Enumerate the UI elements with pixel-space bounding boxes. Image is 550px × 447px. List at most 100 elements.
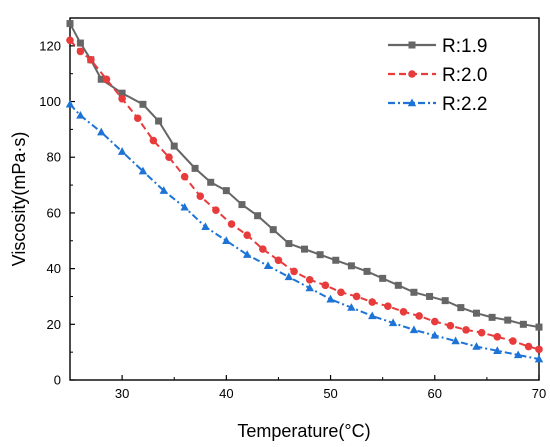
data-point: [446, 321, 455, 330]
data-point: [222, 187, 230, 195]
series-layer: [65, 20, 544, 363]
data-point: [118, 94, 126, 103]
data-point: [462, 326, 470, 334]
data-point: [65, 99, 75, 108]
data-point: [321, 281, 330, 290]
data-point: [441, 297, 449, 305]
y-tick-label: 0: [54, 373, 61, 388]
data-point: [155, 117, 163, 125]
data-point: [170, 142, 178, 150]
data-point: [513, 350, 523, 359]
data-point: [290, 267, 298, 276]
data-point: [326, 294, 335, 303]
legend-marker: [408, 70, 416, 78]
data-point: [410, 288, 418, 296]
data-point: [180, 172, 189, 181]
series-1: [66, 20, 543, 331]
data-point: [316, 251, 324, 259]
data-point: [493, 346, 502, 354]
data-point: [337, 288, 345, 297]
x-tick-label: 60: [428, 386, 442, 401]
data-point: [305, 283, 314, 292]
data-point: [451, 336, 460, 345]
data-point: [430, 330, 439, 339]
x-axis-title: Temperature(°C): [237, 421, 370, 441]
data-point: [426, 292, 434, 300]
series-line: [69, 103, 540, 361]
data-point: [66, 36, 74, 45]
data-point: [493, 333, 502, 341]
data-point: [227, 220, 236, 228]
data-point: [535, 323, 543, 331]
data-point: [222, 236, 231, 244]
data-point: [207, 178, 215, 186]
axis-ticks: 30 40 50 60 70 0 20 40 60 80 100 120: [39, 38, 546, 401]
data-point: [534, 354, 544, 363]
data-point: [165, 153, 173, 162]
data-point: [76, 39, 84, 47]
data-point: [139, 100, 147, 108]
data-point: [388, 318, 398, 327]
data-point: [399, 307, 408, 316]
series-3: [65, 99, 544, 363]
data-point: [477, 328, 486, 337]
data-point: [97, 75, 105, 83]
data-point: [87, 55, 95, 64]
x-tick-label: 30: [115, 386, 129, 401]
data-point: [504, 316, 512, 324]
data-point: [243, 231, 251, 239]
legend-marker: [408, 41, 416, 49]
data-point: [347, 303, 356, 311]
x-tick-label: 50: [323, 386, 337, 401]
data-point: [159, 186, 168, 194]
data-point: [274, 256, 283, 265]
y-tick-label: 60: [47, 205, 61, 220]
data-point: [196, 192, 205, 201]
data-point: [352, 292, 361, 301]
plot-frame: [69, 17, 540, 381]
data-point: [472, 309, 480, 317]
y-tick-label: 100: [39, 94, 61, 109]
data-point: [263, 261, 273, 270]
data-point: [347, 262, 355, 270]
data-point: [457, 304, 465, 312]
data-point: [242, 250, 252, 258]
legend: R:1.9 R:2.0 R:2.2: [388, 36, 487, 115]
series-line: [69, 39, 540, 351]
x-tick-label: 40: [219, 386, 233, 401]
y-tick-label: 20: [47, 317, 61, 332]
data-point: [472, 342, 481, 350]
data-point: [269, 226, 277, 234]
data-point: [191, 164, 199, 172]
legend-label: R:2.2: [442, 94, 487, 115]
data-point: [368, 311, 377, 320]
data-point: [301, 245, 308, 253]
data-point: [519, 320, 527, 328]
data-point: [149, 136, 158, 145]
data-point: [284, 272, 294, 281]
data-point: [76, 110, 85, 119]
data-point: [238, 201, 246, 209]
data-point: [379, 274, 387, 282]
data-point: [102, 75, 111, 84]
data-point: [117, 147, 127, 155]
legend-label: R:1.9: [442, 36, 487, 57]
data-point: [535, 345, 543, 354]
data-point: [118, 89, 126, 97]
data-point: [97, 127, 106, 136]
data-point: [368, 298, 377, 306]
y-tick-label: 80: [47, 150, 61, 165]
legend-marker: [407, 98, 417, 107]
data-point: [524, 342, 533, 351]
series-2: [66, 36, 543, 354]
data-point: [409, 325, 419, 334]
y-tick-label: 40: [47, 261, 61, 276]
data-point: [415, 312, 423, 320]
y-tick-label: 120: [39, 38, 61, 53]
x-tick-label: 70: [532, 386, 546, 401]
data-point: [363, 267, 371, 275]
y-axis-title: Viscosity(mPa·s): [9, 132, 29, 267]
data-point: [254, 212, 262, 220]
data-point: [509, 337, 517, 345]
